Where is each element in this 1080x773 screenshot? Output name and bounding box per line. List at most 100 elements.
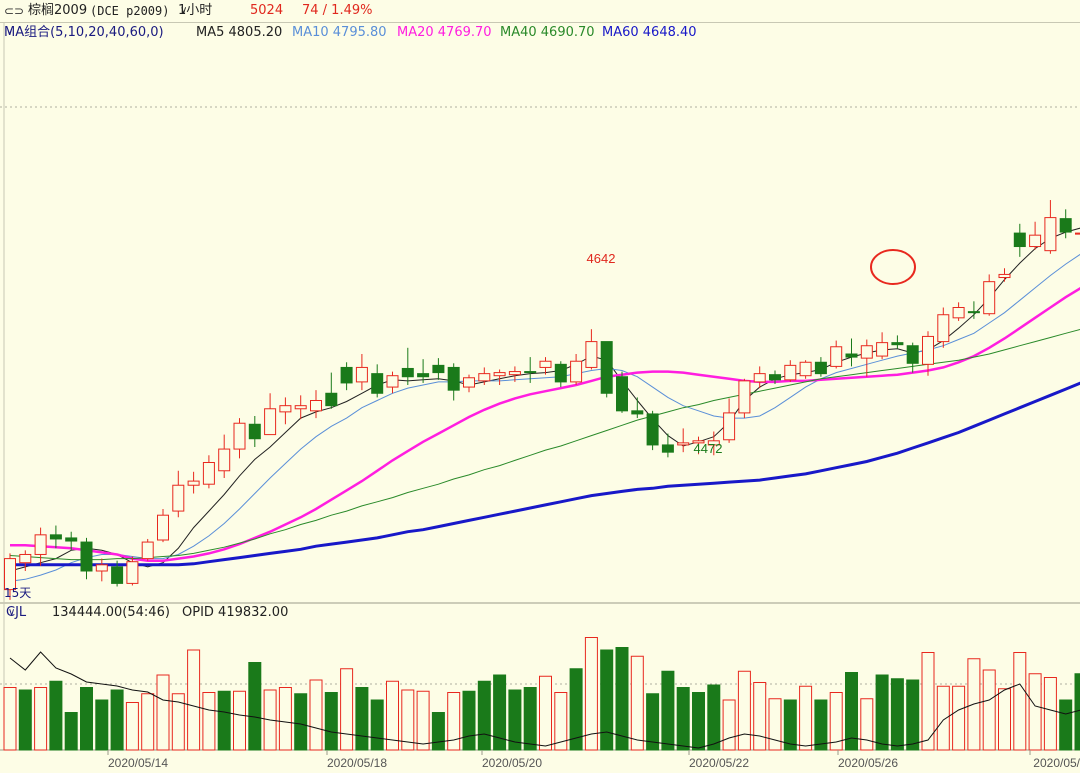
candle-body[interactable] — [111, 566, 124, 584]
candle-body[interactable] — [19, 553, 32, 564]
volume-bar[interactable] — [875, 674, 889, 751]
volume-bar[interactable] — [661, 670, 675, 751]
candle-body[interactable] — [386, 375, 399, 388]
volume-bar[interactable] — [554, 692, 568, 751]
candle-body[interactable] — [600, 341, 613, 394]
volume-bar[interactable] — [80, 687, 93, 751]
candle-body[interactable] — [417, 373, 430, 378]
volume-bar[interactable] — [324, 692, 338, 751]
candle-body[interactable] — [769, 374, 781, 381]
candle-body[interactable] — [845, 353, 858, 358]
volume-bar[interactable] — [477, 680, 491, 751]
candle-body[interactable] — [998, 273, 1011, 279]
volume-bar[interactable] — [294, 693, 308, 751]
volume-bar[interactable] — [447, 692, 461, 751]
volume-bar[interactable] — [569, 668, 583, 751]
volume-bar[interactable] — [814, 699, 828, 751]
candle-body[interactable] — [141, 541, 154, 560]
candle-body[interactable] — [707, 440, 720, 446]
volume-bar[interactable] — [646, 693, 660, 751]
candle-body[interactable] — [447, 366, 460, 391]
link-icon[interactable]: ⊂⊃ — [4, 4, 25, 18]
volume-bar[interactable] — [95, 699, 109, 751]
candle-body[interactable] — [371, 373, 384, 394]
volume-bar[interactable] — [906, 679, 920, 751]
volume-bar[interactable] — [829, 692, 843, 751]
volume-bar[interactable] — [952, 685, 966, 751]
candle-body[interactable] — [937, 314, 950, 343]
candle-body[interactable] — [891, 342, 904, 346]
candle-body[interactable] — [1013, 232, 1026, 248]
volume-bar[interactable] — [340, 668, 354, 751]
volume-bar[interactable] — [1013, 652, 1027, 751]
candle-body[interactable] — [646, 413, 659, 446]
volume-bar[interactable] — [539, 675, 552, 751]
volume-bar[interactable] — [1043, 677, 1057, 751]
volume-bar[interactable] — [890, 678, 904, 751]
candle-body[interactable] — [432, 364, 445, 374]
candle-body[interactable] — [631, 410, 644, 415]
candle-body[interactable] — [340, 366, 353, 384]
volume-bar[interactable] — [202, 692, 216, 751]
volume-bar[interactable] — [768, 698, 782, 751]
candle-body[interactable] — [860, 345, 873, 359]
volume-bar[interactable] — [1059, 699, 1073, 751]
candle-body[interactable] — [570, 360, 583, 383]
candle-body[interactable] — [508, 371, 521, 376]
candle-body[interactable] — [784, 364, 797, 381]
volume-bar[interactable] — [692, 692, 705, 751]
candle-body[interactable] — [1059, 218, 1072, 233]
candle-body[interactable] — [49, 534, 62, 540]
volume-bar[interactable] — [156, 674, 170, 751]
volume-bar[interactable] — [278, 687, 292, 751]
candle-body[interactable] — [983, 281, 996, 315]
candle-body[interactable] — [616, 376, 628, 412]
candle-body[interactable] — [172, 484, 185, 512]
candle-body[interactable] — [310, 400, 322, 412]
volume-bar[interactable] — [1028, 673, 1042, 751]
volume-bar[interactable] — [676, 687, 690, 751]
candle-body[interactable] — [692, 440, 705, 444]
volume-bar[interactable] — [982, 669, 996, 751]
volume-bar[interactable] — [630, 655, 644, 751]
volume-bar[interactable] — [845, 672, 858, 751]
candle-body[interactable] — [294, 405, 307, 410]
volume-bar[interactable] — [584, 637, 598, 751]
candle-body[interactable] — [799, 361, 812, 377]
volume-bar[interactable] — [217, 690, 231, 751]
candle-body[interactable] — [1029, 234, 1042, 248]
volume-bar[interactable] — [860, 698, 874, 751]
candle-body[interactable] — [478, 373, 491, 382]
volume-bar[interactable] — [523, 687, 537, 751]
volume-bar[interactable] — [401, 689, 415, 751]
volume-bar[interactable] — [753, 682, 767, 751]
volume-bar[interactable] — [110, 689, 124, 751]
volume-bar[interactable] — [233, 690, 246, 751]
candle-body[interactable] — [814, 361, 827, 375]
candle-body[interactable] — [187, 480, 200, 486]
candle-body[interactable] — [248, 423, 261, 440]
volume-bar[interactable] — [799, 685, 813, 751]
candle-body[interactable] — [830, 346, 843, 367]
candle-body[interactable] — [157, 514, 169, 541]
candle-body[interactable] — [753, 373, 766, 383]
volume-bar[interactable] — [355, 687, 369, 751]
volume-bar[interactable] — [462, 690, 476, 751]
candle-body[interactable] — [4, 558, 16, 591]
volume-bar[interactable] — [125, 702, 139, 751]
volume-bar[interactable] — [187, 649, 201, 751]
volume-bar[interactable] — [64, 712, 78, 751]
volume-bar[interactable] — [783, 699, 797, 751]
volume-bar[interactable] — [3, 687, 17, 751]
volume-bar[interactable] — [141, 693, 155, 751]
candle-body[interactable] — [906, 345, 919, 364]
volume-bar[interactable] — [416, 690, 430, 751]
candle-body[interactable] — [524, 371, 537, 374]
candle-body[interactable] — [677, 442, 690, 446]
volume-bar[interactable] — [600, 649, 614, 751]
candle-body[interactable] — [539, 360, 552, 368]
volume-bar[interactable] — [998, 688, 1011, 751]
candle-body[interactable] — [95, 564, 108, 572]
volume-bar[interactable] — [493, 674, 507, 751]
candle-body[interactable] — [723, 412, 736, 441]
